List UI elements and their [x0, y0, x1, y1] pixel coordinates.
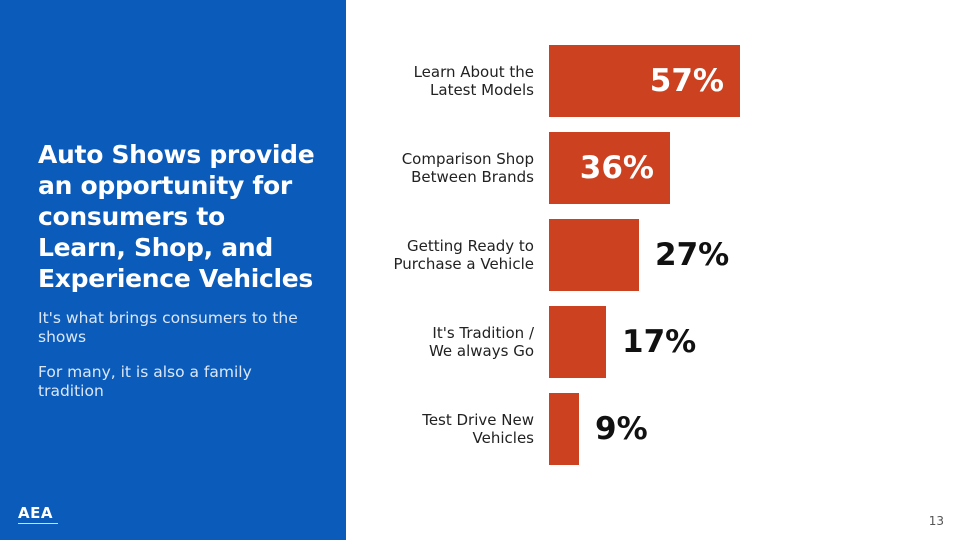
slide-headline: Auto Shows provide an opportunity for co… — [38, 139, 328, 294]
aea-logo: AEA — [18, 506, 62, 526]
logo-underline — [18, 523, 58, 524]
category-label: It's Tradition / We always Go — [344, 324, 534, 360]
bar — [549, 132, 670, 204]
category-label-line: Getting Ready to — [407, 237, 534, 255]
category-label-line: We always Go — [428, 342, 534, 360]
value-label: 36% — [579, 150, 654, 186]
bar — [549, 306, 606, 378]
bar — [549, 393, 579, 465]
subtext-tradition: For many, it is also a family tradition — [38, 363, 252, 400]
headline-line: Auto Shows provide — [38, 140, 315, 169]
subtext-reason: It's what brings consumers to the shows — [38, 309, 298, 346]
page-number: 13 — [928, 514, 944, 528]
headline-line: an opportunity for — [38, 171, 292, 200]
category-label: Test Drive New Vehicles — [344, 411, 534, 447]
bar — [549, 45, 740, 117]
category-label-line: Learn About the — [413, 63, 534, 81]
category-label-line: Test Drive New — [422, 411, 534, 429]
category-label: Comparison Shop Between Brands — [344, 150, 534, 186]
headline-line: consumers to — [38, 202, 225, 231]
category-label-line: Latest Models — [430, 81, 534, 99]
value-label: 9% — [595, 411, 648, 447]
category-label-line: It's Tradition / — [432, 324, 534, 342]
headline-line: Experience Vehicles — [38, 264, 314, 293]
value-label: 17% — [622, 324, 697, 360]
logo-text: AEA — [18, 504, 53, 522]
category-label: Learn About the Latest Models — [344, 63, 534, 99]
value-label: 57% — [649, 63, 724, 99]
bar-chart: Learn About the Latest Models 57% Compariso… — [346, 0, 960, 540]
headline-line: Learn, Shop, and — [38, 233, 273, 262]
bar — [549, 219, 639, 291]
category-label-line: Between Brands — [411, 168, 534, 186]
category-label-line: Vehicles — [472, 429, 534, 447]
category-label: Getting Ready to Purchase a Vehicle — [344, 237, 535, 273]
category-label-line: Purchase a Vehicle — [393, 255, 535, 273]
value-label: 27% — [655, 237, 730, 273]
category-label-line: Comparison Shop — [401, 150, 534, 168]
title-panel: Auto Shows provide an opportunity for co… — [0, 0, 346, 540]
